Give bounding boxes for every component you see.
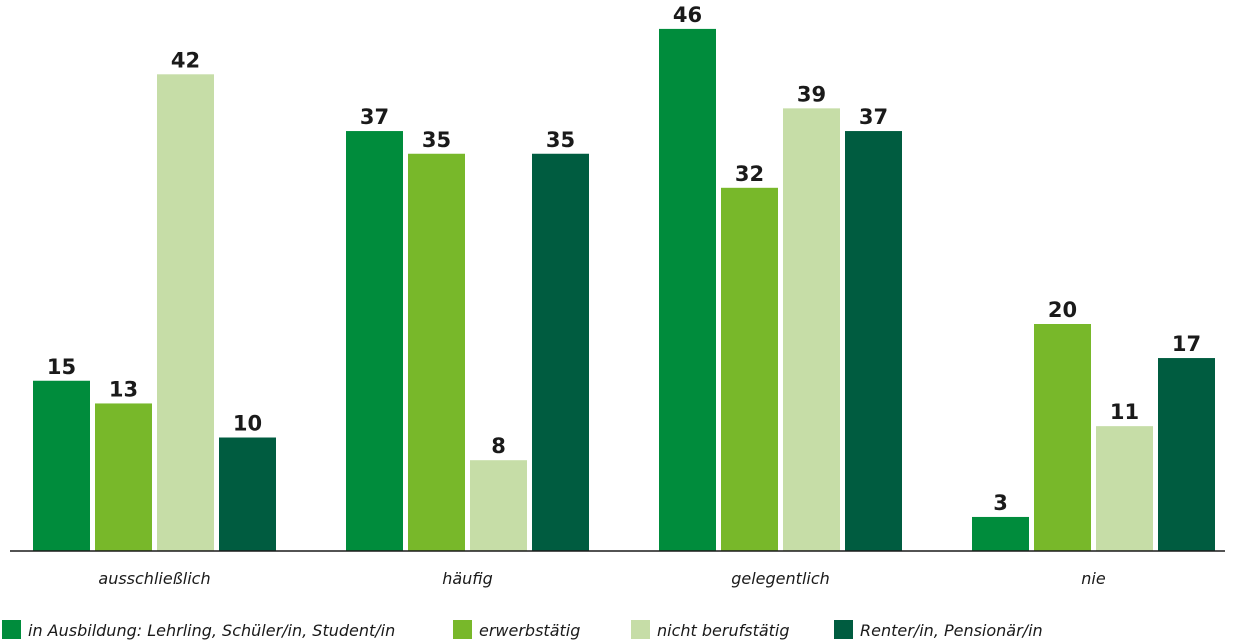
bar [721,187,778,552]
data-label: 17 [1172,332,1201,356]
category-label: nie [1081,569,1106,588]
data-label: 8 [491,434,506,458]
data-label: 35 [422,128,451,152]
bar [972,516,1029,551]
data-label: 10 [233,412,262,436]
bar [408,153,465,551]
data-label: 39 [797,82,826,106]
legend-label: erwerbstätig [479,621,580,640]
legend-label: Renter/in, Pensionär/in [860,621,1043,640]
value-labels-layer: 15 13 42 10 37 35 8 35 46 32 39 37 3 20 11 17 [47,3,1201,515]
bar [346,131,403,552]
data-label: 11 [1110,400,1139,424]
data-label: 46 [673,3,702,27]
bar [659,28,716,551]
data-label: 3 [993,491,1008,515]
bar [219,437,276,551]
category-label: gelegentlich [731,569,830,588]
data-label: 42 [171,48,200,72]
data-label: 20 [1048,298,1077,322]
data-label: 15 [47,355,76,379]
category-labels-layer: ausschließlich häufig gelegentlich nie [98,569,1105,588]
bar [95,403,152,551]
legend-swatch [453,620,472,639]
data-label: 37 [859,105,888,129]
bar [1158,358,1215,551]
bar [33,380,90,551]
bar [1096,426,1153,551]
category-label: ausschließlich [98,569,210,588]
data-label: 35 [546,128,575,152]
legend-label: in Ausbildung: Lehrling, Schüler/in, Stu… [28,621,395,640]
legend-label: nicht berufstätig [657,621,790,640]
legend-swatch [2,620,21,639]
bar [1034,324,1091,551]
bars-layer [33,28,1215,552]
legend: in Ausbildung: Lehrling, Schüler/in, Stu… [2,620,1043,640]
data-label: 32 [735,162,764,186]
bar [845,131,902,552]
data-label: 37 [360,105,389,129]
legend-swatch [631,620,650,639]
legend-swatch [834,620,853,639]
bar [532,153,589,551]
bar [783,108,840,551]
bar [157,74,214,552]
bar [470,460,527,551]
category-label: häufig [442,569,493,588]
data-label: 13 [109,377,138,401]
